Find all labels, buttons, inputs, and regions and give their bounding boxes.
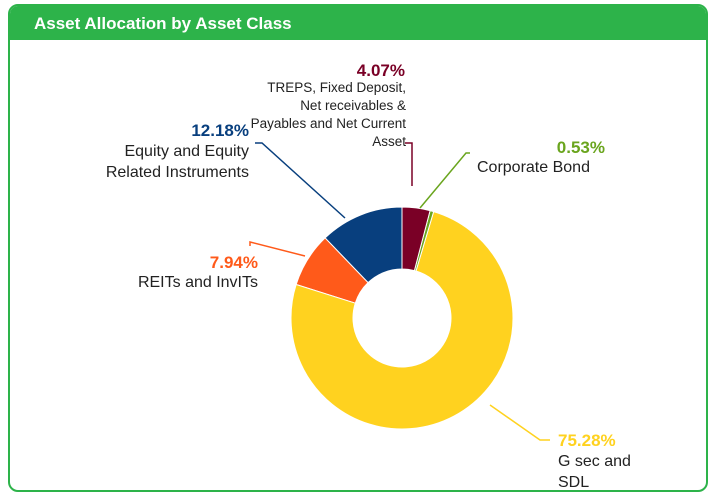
value-label: 7.94%: [209, 253, 258, 272]
category-label: REITs and InvITs: [137, 274, 258, 291]
header-bar: Asset Allocation by Asset Class: [10, 6, 706, 40]
leader-line: [249, 241, 306, 257]
category-label: G sec and SDL: [558, 453, 631, 491]
value-label: 0.53%: [556, 138, 605, 157]
leader-line: [489, 404, 550, 441]
category-label: Equity and Equity Related Instruments: [105, 143, 249, 181]
value-label: 4.07%: [356, 61, 405, 80]
donut-slice: [295, 237, 369, 304]
category-label: Corporate Bond: [477, 159, 590, 176]
donut-slice: [290, 210, 514, 430]
category-label: TREPS, Fixed Deposit, Net receivables & …: [250, 80, 406, 149]
leader-line: [405, 142, 413, 186]
value-label: 75.28%: [558, 431, 616, 450]
donut-slice: [401, 206, 431, 272]
value-label: 12.18%: [191, 121, 249, 140]
leader-line: [419, 152, 470, 209]
leader-line: [255, 142, 346, 219]
chart-title: Asset Allocation by Asset Class: [34, 14, 292, 33]
